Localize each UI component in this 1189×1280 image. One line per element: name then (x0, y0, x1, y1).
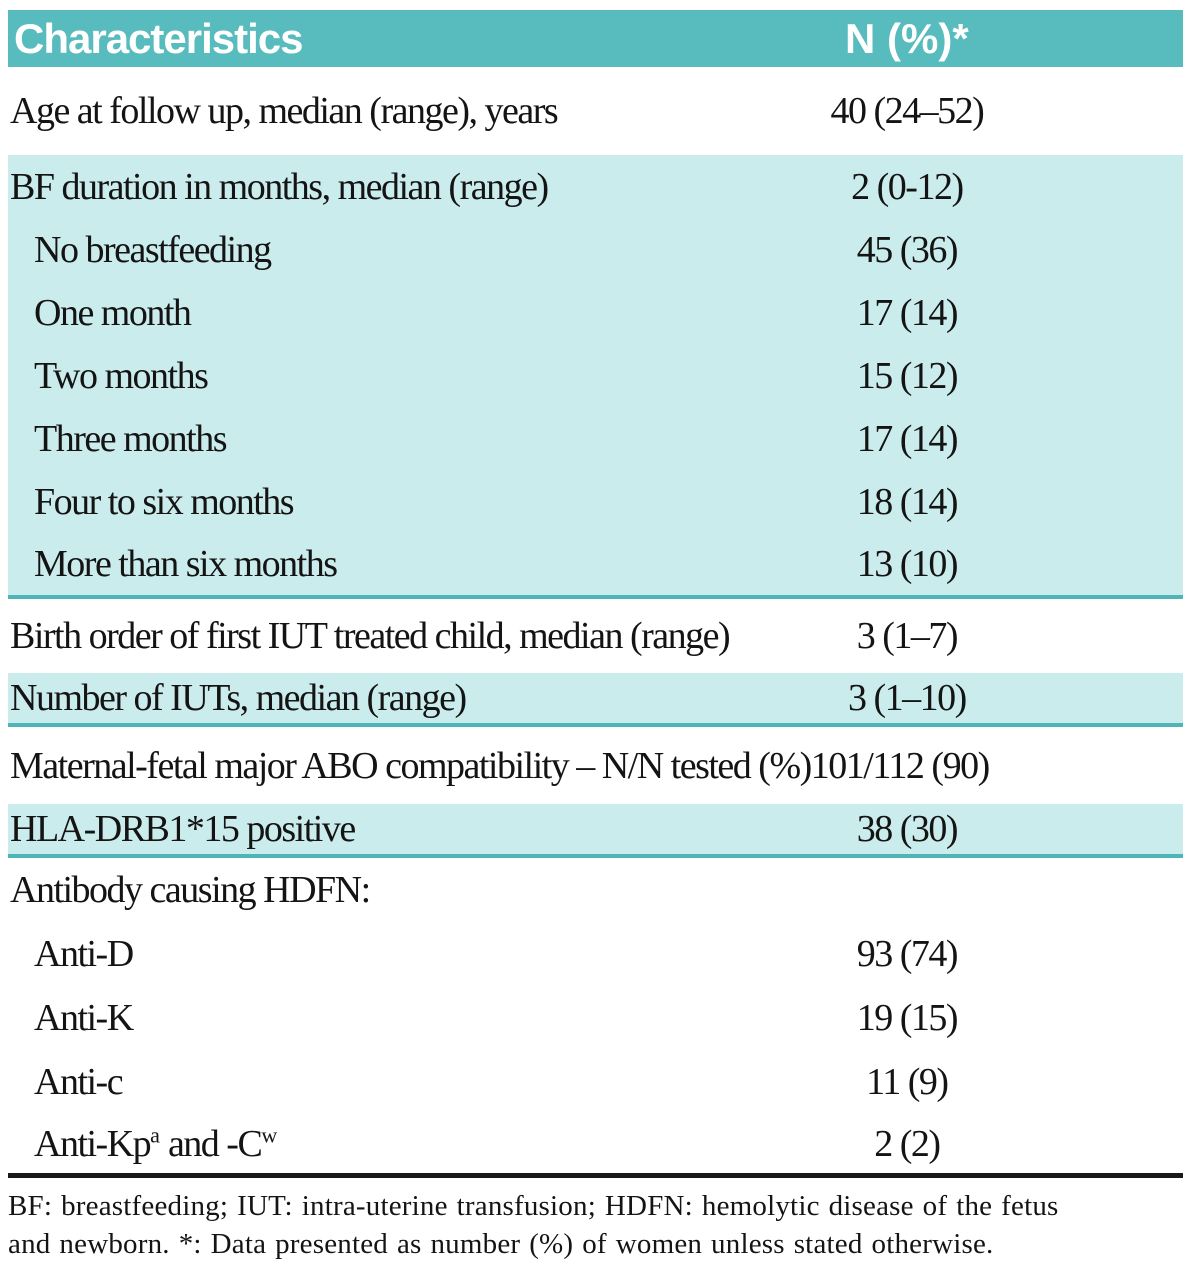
column-header-characteristics: Characteristics (14, 14, 303, 62)
row-label: Anti-K (34, 997, 134, 1039)
table-row: Antibody causing HDFN: (8, 858, 1183, 922)
row-value: 3 (1–10) (847, 677, 967, 719)
table-row: Birth order of first IUT treated child, … (8, 599, 1183, 673)
row-label: Anti-Kpa and -Cw (34, 1121, 278, 1165)
row-label: HLA-DRB1*15 positive (10, 808, 356, 850)
footnote-line: and newborn. *: Data presented as number… (8, 1228, 994, 1260)
row-value: 101/112 (90) (810, 744, 990, 787)
table-bottom-rule (8, 1173, 1183, 1178)
characteristics-table: Characteristics N (%)* Age at follow up,… (8, 10, 1183, 1263)
row-label: BF duration in months, median (range) (10, 165, 549, 208)
row-label: Three months (34, 417, 228, 460)
row-label: Two months (34, 354, 209, 397)
table-row: Anti-K 19 (15) (8, 986, 1183, 1050)
row-value: 13 (10) (856, 543, 959, 585)
row-value: 45 (36) (856, 228, 959, 271)
row-label: Anti-D (34, 933, 134, 975)
row-label: Birth order of first IUT treated child, … (10, 615, 731, 657)
row-value: 93 (74) (856, 933, 959, 975)
row-label: One month (34, 291, 192, 334)
row-label: Antibody causing HDFN: (10, 869, 371, 911)
row-label: Age at follow up, median (range), years (10, 90, 559, 132)
row-value: 38 (30) (856, 808, 959, 850)
row-label: Maternal-fetal major ABO compatibility –… (10, 744, 812, 787)
table-row: Two months 15 (12) (8, 344, 1183, 407)
row-label: More than six months (34, 543, 338, 585)
row-value: 17 (14) (856, 417, 959, 460)
table-header-row: Characteristics N (%)* (8, 10, 1183, 67)
table-row: Number of IUTs, median (range) 3 (1–10) (8, 673, 1183, 727)
table-row: Maternal-fetal major ABO compatibility –… (8, 727, 1183, 804)
row-label: Four to six months (34, 480, 295, 523)
table-row: No breastfeeding 45 (36) (8, 218, 1183, 281)
table-rows: Age at follow up, median (range), years 4… (8, 67, 1183, 1173)
table-row: BF duration in months, median (range) 2 (… (8, 155, 1183, 218)
row-value: 40 (24–52) (830, 90, 984, 132)
row-value: 19 (15) (856, 997, 959, 1039)
column-header-n-percent: N (%)* (845, 14, 969, 62)
table-row: Three months 17 (14) (8, 407, 1183, 470)
table-row: Anti-Kpa and -Cw 2 (2) (8, 1114, 1183, 1173)
table-row: Four to six months 18 (14) (8, 470, 1183, 533)
row-label: Anti-c (34, 1061, 124, 1103)
row-value: 2 (0-12) (851, 165, 964, 208)
row-label: No breastfeeding (34, 228, 272, 271)
row-value: 11 (9) (866, 1061, 949, 1103)
table-row: One month 17 (14) (8, 281, 1183, 344)
row-value: 18 (14) (856, 480, 959, 523)
table-footnote: BF: breastfeeding; IUT: intra-uterine tr… (8, 1178, 1183, 1263)
row-label: Number of IUTs, median (range) (10, 677, 467, 719)
table-row: HLA-DRB1*15 positive 38 (30) (8, 804, 1183, 858)
footnote-line: BF: breastfeeding; IUT: intra-uterine tr… (8, 1190, 1059, 1222)
row-value: 2 (2) (874, 1122, 941, 1165)
row-value: 15 (12) (856, 354, 959, 397)
row-value: 3 (1–7) (856, 615, 959, 657)
row-value: 17 (14) (856, 291, 959, 334)
table-row: Anti-c 11 (9) (8, 1050, 1183, 1114)
table-row: More than six months 13 (10) (8, 533, 1183, 599)
table-row: Anti-D 93 (74) (8, 922, 1183, 986)
table-row: Age at follow up, median (range), years 4… (8, 67, 1183, 155)
